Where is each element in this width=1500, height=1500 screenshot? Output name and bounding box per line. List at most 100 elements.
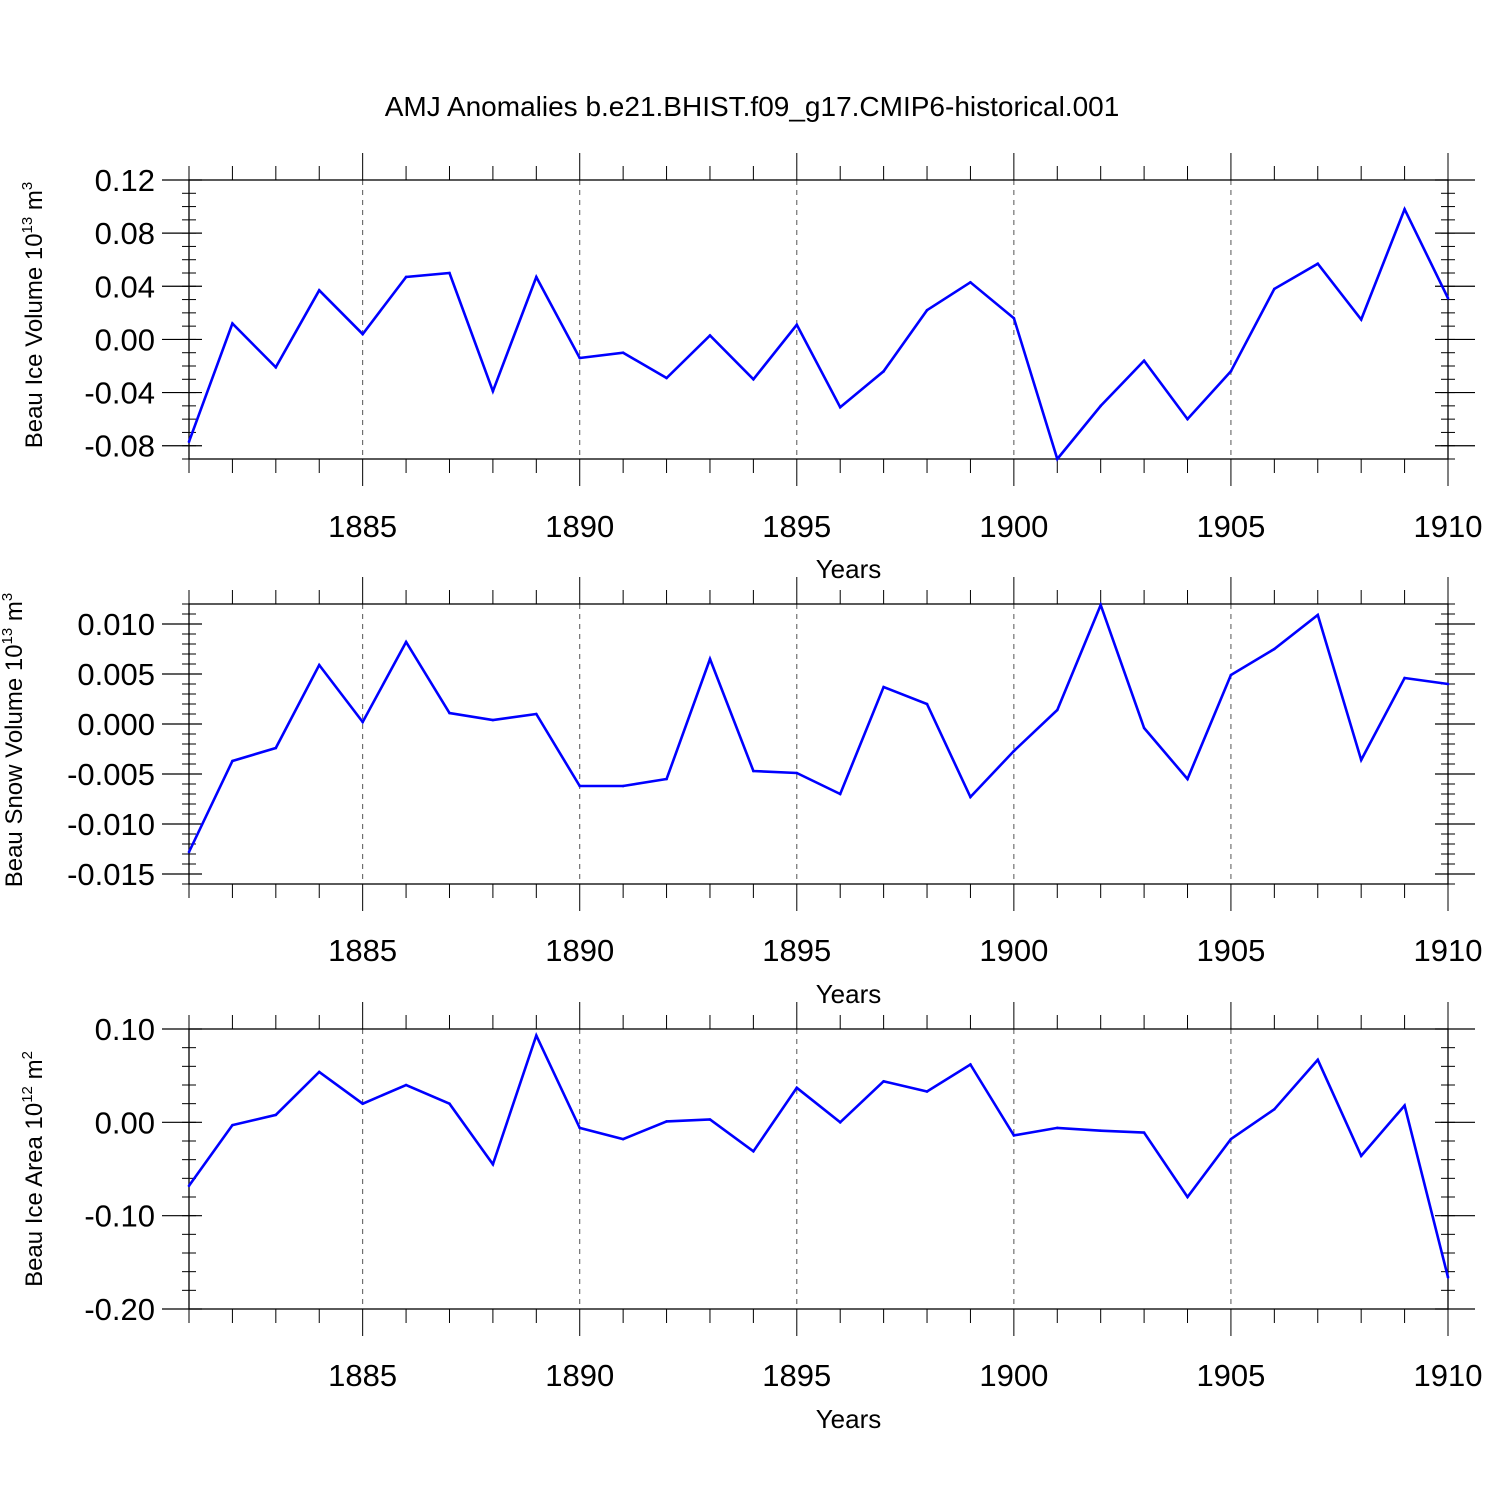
data-point [491, 1163, 495, 1166]
data-point [1229, 673, 1233, 677]
y-tick-label: -0.10 [84, 1199, 155, 1234]
y-tick-label: 0.00 [95, 322, 155, 357]
y-tick-label: 0.04 [95, 269, 155, 304]
y-axis-label-sup1: 12 [19, 1086, 36, 1103]
x-tick-label: 1895 [762, 1358, 831, 1393]
data-point [1403, 1104, 1406, 1107]
data-point [1142, 726, 1146, 730]
y-axis-label-sup2: 2 [19, 1051, 36, 1059]
y-axis-label-text: Beau Ice Volume 10 [21, 233, 48, 448]
y-axis-label-sup1: 13 [0, 628, 16, 645]
data-point [925, 702, 929, 706]
data-point [361, 720, 364, 724]
data-point [1012, 1134, 1016, 1137]
data-point [1186, 1195, 1189, 1199]
data-point [1229, 370, 1233, 373]
x-tick-label: 1885 [328, 1358, 397, 1393]
data-point [969, 1063, 972, 1066]
x-tick-label: 1890 [545, 933, 614, 968]
y-axis-label-text: Beau Ice Area 10 [21, 1103, 48, 1287]
data-point [448, 271, 451, 275]
data-point [621, 784, 625, 788]
data-point [1316, 262, 1320, 266]
data-point [665, 1120, 668, 1123]
x-tick-label: 1905 [1196, 509, 1265, 544]
data-point [1273, 1107, 1276, 1111]
data-point [274, 1113, 278, 1117]
data-point [317, 288, 321, 292]
y-axis-label: Beau Ice Volume 1013 m3 [19, 182, 48, 449]
y-tick-label: -0.20 [84, 1292, 155, 1327]
data-point [969, 795, 972, 799]
data-point [1142, 1131, 1146, 1134]
data-point [274, 366, 278, 369]
data-point [969, 281, 972, 284]
y-tick-label: 0.005 [77, 657, 155, 692]
x-axis-label: Years [816, 1404, 882, 1434]
data-point [187, 850, 191, 854]
data-point [795, 323, 799, 327]
data-point [838, 405, 842, 409]
y-tick-label: 0.12 [95, 163, 155, 198]
data-point [1142, 359, 1146, 362]
data-point [448, 1102, 451, 1105]
data-point [665, 777, 668, 781]
x-tick-label: 1885 [328, 509, 397, 544]
data-point [1099, 603, 1102, 607]
data-point [535, 712, 538, 716]
y-tick-label: 0.08 [95, 216, 155, 251]
data-point [752, 377, 755, 381]
figure-title: AMJ Anomalies b.e21.BHIST.f09_g17.CMIP6-… [385, 91, 1120, 122]
data-point [1359, 1154, 1363, 1158]
x-tick-label: 1900 [979, 1358, 1048, 1393]
data-point [578, 356, 582, 360]
data-point [535, 275, 538, 279]
y-axis-label-mid: m [1, 601, 28, 628]
data-point [838, 1121, 842, 1124]
data-point [1055, 708, 1059, 712]
data-point [752, 769, 755, 773]
y-tick-label: -0.08 [84, 429, 155, 464]
data-point [404, 275, 408, 279]
data-point [882, 685, 885, 689]
data-point [491, 718, 495, 722]
x-tick-label: 1910 [1414, 933, 1483, 968]
data-point [1229, 1137, 1233, 1141]
plot-frame [188, 603, 1449, 885]
series-line [187, 205, 1450, 462]
data-point [1403, 207, 1406, 211]
data-point [404, 640, 408, 644]
data-point [1316, 613, 1320, 617]
data-point [1055, 1126, 1059, 1130]
data-point [708, 1118, 712, 1121]
data-point [317, 663, 321, 667]
y-tick-label: 0.010 [77, 607, 155, 642]
data-point [578, 1126, 582, 1130]
x-tick-label: 1910 [1414, 509, 1483, 544]
data-point [1359, 758, 1363, 762]
x-tick-label: 1890 [545, 1358, 614, 1393]
data-point [882, 1079, 885, 1083]
data-point [361, 332, 364, 336]
data-point [578, 784, 582, 788]
y-tick-label: 0.00 [95, 1105, 155, 1140]
x-tick-label: 1905 [1196, 933, 1265, 968]
data-point [795, 1086, 799, 1090]
data-point [1055, 457, 1059, 461]
data-point [231, 759, 234, 763]
chart-panel-1: 1885 1890 1895 1900 1905 1910 0.12 0.08 0.04 0.00… [19, 153, 1482, 584]
y-axis-label: Beau Snow Volume 1013 m3 [0, 593, 28, 888]
data-point [317, 1070, 321, 1074]
chart-panel-2: 1885 1890 1895 1900 1905 1910 0.010 0.005 0.000 -… [0, 577, 1482, 1009]
x-tick-label: 1885 [328, 933, 397, 968]
x-tick-label: 1890 [545, 509, 614, 544]
data-point [621, 351, 625, 355]
y-axis-label-text: Beau Snow Volume 10 [1, 644, 28, 887]
x-axis-label: Years [816, 979, 882, 1009]
data-point [882, 370, 885, 373]
data-point [1403, 676, 1406, 680]
panels-group: 1885 1890 1895 1900 1905 1910 0.12 0.08 0.04 0.00… [0, 153, 1482, 1434]
data-point [535, 1034, 538, 1037]
data-point [1186, 417, 1189, 421]
plot-frame [188, 1028, 1449, 1310]
